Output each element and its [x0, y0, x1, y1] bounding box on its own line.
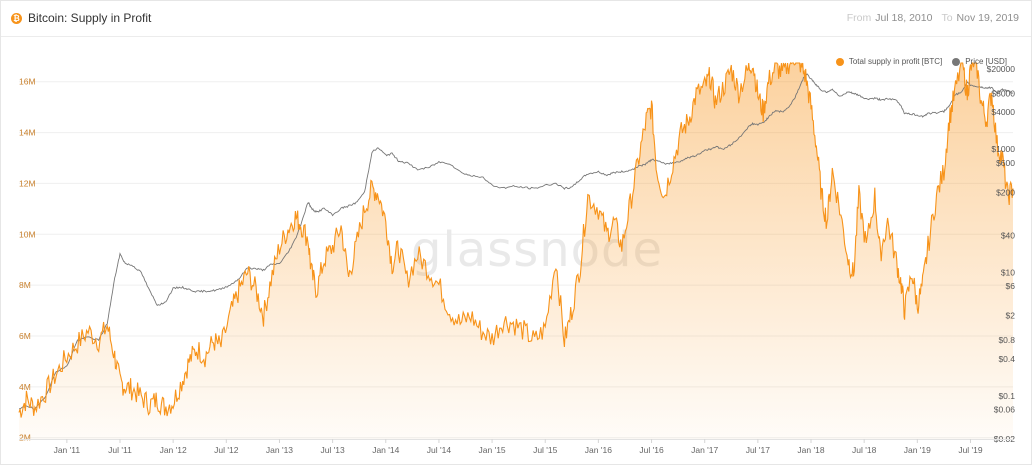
x-axis: Jan '11 Jul '11 Jan '12 Jul '12 Jan '13 Jul '…	[19, 439, 1013, 455]
left-axis-tick-label: 14M	[19, 128, 36, 138]
right-axis-tick-label: $0.06	[994, 405, 1016, 415]
x-axis-tick-label: Jan '18	[797, 445, 824, 455]
x-axis-tick-label: Jan '16	[585, 445, 612, 455]
legend-item-supply[interactable]: Total supply in profit [BTC]	[835, 57, 943, 66]
chart-title: Bitcoin: Supply in Profit	[28, 11, 152, 25]
to-date[interactable]: Nov 19, 2019	[956, 12, 1019, 24]
legend-item-price[interactable]: Price [USD]	[952, 57, 1007, 66]
x-axis-tick-label: Jan '12	[160, 445, 187, 455]
x-axis-tick-label: Jan '19	[904, 445, 931, 455]
right-axis: $0.02$0.06$0.1$0.4$0.8$2$6$10$40$200$600…	[987, 64, 1016, 444]
x-axis-tick-label: Jan '15	[479, 445, 506, 455]
left-axis-tick-label: 12M	[19, 178, 36, 188]
right-axis-tick-label: $1000	[991, 144, 1015, 154]
price-line	[18, 70, 1014, 410]
bitcoin-icon: ₿	[11, 13, 22, 24]
right-axis-tick-label: $40	[1001, 230, 1015, 240]
supply-line	[18, 62, 1014, 418]
right-axis-tick-label: $0.8	[998, 335, 1015, 345]
right-axis-tick-label: $200	[996, 187, 1015, 197]
legend-label-price: Price [USD]	[965, 57, 1007, 66]
x-axis-tick-label: Jan '17	[691, 445, 718, 455]
right-axis-tick-label: $4000	[991, 107, 1015, 117]
from-label: From	[846, 12, 872, 24]
legend-label-supply: Total supply in profit [BTC]	[848, 57, 943, 66]
legend-dot-icon	[952, 57, 961, 66]
right-axis-tick-label: $8000	[991, 89, 1015, 99]
date-range[interactable]: From Jul 18, 2010 To Nov 19, 2019	[847, 12, 1019, 24]
right-axis-tick-label: $600	[996, 158, 1015, 168]
left-axis-tick-label: 16M	[19, 77, 36, 87]
right-axis-tick-label: $2	[1006, 311, 1016, 321]
left-axis-tick-label: 10M	[19, 229, 36, 239]
x-axis-tick-label: Jul '15	[533, 445, 558, 455]
x-axis-tick-label: Jul '12	[214, 445, 239, 455]
x-axis-tick-label: Jul '18	[852, 445, 877, 455]
from-date[interactable]: Jul 18, 2010	[875, 12, 933, 24]
right-axis-tick-label: $6	[1006, 281, 1016, 291]
left-axis-tick-label: 8M	[19, 280, 31, 290]
right-axis-tick-label: $20000	[987, 64, 1016, 74]
left-axis: 2M 4M 6M 8M 10M 12M 14M 16M	[19, 77, 36, 443]
left-axis-tick-label: 2M	[19, 433, 31, 443]
right-axis-tick-label: $0.4	[998, 354, 1015, 364]
x-axis-tick-label: Jul '17	[746, 445, 771, 455]
supply-area	[19, 63, 1013, 439]
x-axis-tick-label: Jul '16	[639, 445, 664, 455]
x-axis-tick-label: Jan '11	[54, 445, 81, 455]
x-axis-tick-label: Jul '19	[958, 445, 983, 455]
x-axis-tick-label: Jul '14	[427, 445, 452, 455]
left-axis-tick-label: 4M	[19, 382, 31, 392]
legend-dot-icon	[835, 57, 844, 66]
to-label: To	[941, 12, 953, 24]
x-axis-tick-label: Jul '13	[320, 445, 345, 455]
x-axis-tick-label: Jan '14	[372, 445, 399, 455]
legend: Total supply in profit [BTC] Price [USD]	[835, 57, 1007, 66]
right-axis-tick-label: $0.1	[998, 391, 1015, 401]
x-axis-tick-label: Jan '13	[266, 445, 293, 455]
left-axis-tick-label: 6M	[19, 331, 31, 341]
right-axis-tick-label: $10	[1001, 268, 1015, 278]
chart-header: ₿ Bitcoin: Supply in Profit From Jul 18, …	[1, 1, 1031, 37]
x-axis-tick-label: Jul '11	[108, 445, 132, 455]
